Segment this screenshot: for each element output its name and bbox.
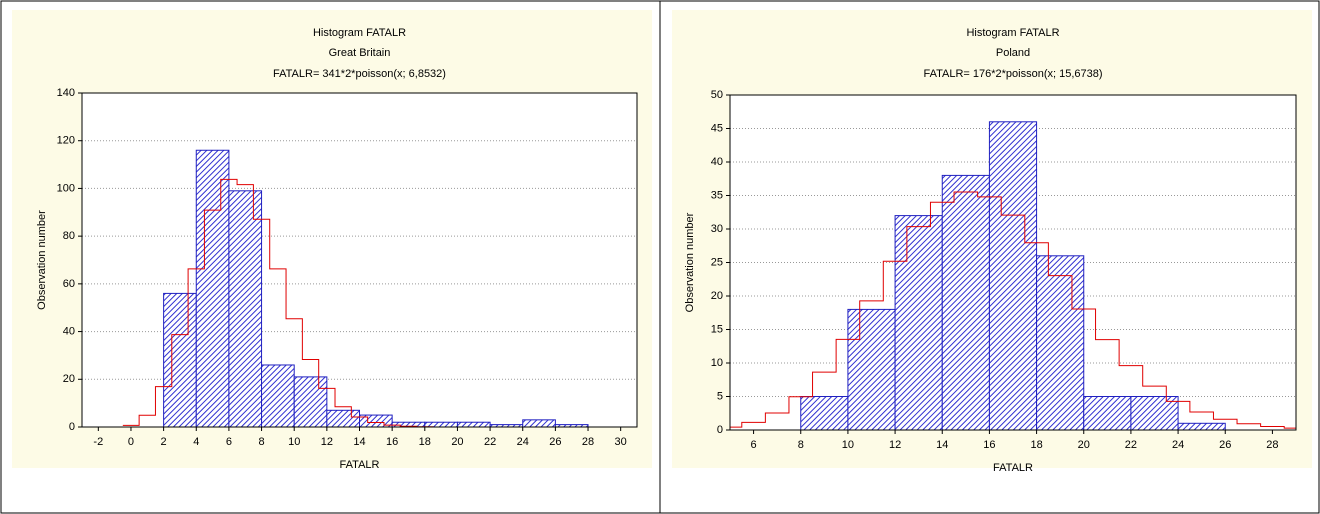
y-axis-label: Observation number [684,212,696,312]
x-tick-label: 28 [1266,439,1278,451]
y-tick-label: 60 [63,278,75,290]
x-tick-label: 0 [128,436,134,448]
x-tick-label: 12 [321,436,333,448]
y-tick-label: 20 [711,290,723,302]
bar [1036,255,1085,431]
plot-border [81,92,638,428]
bar [988,121,1038,431]
bar [522,419,556,428]
x-tick-label: 28 [582,436,594,448]
x-tick-label: 8 [258,436,264,448]
y-tick-label: 35 [711,189,723,201]
y-tick-label: 45 [711,122,723,134]
y-tick-label: 25 [711,256,723,268]
x-tick-label: 24 [1172,439,1184,451]
bar [228,190,263,428]
y-tick-label: 15 [711,323,723,335]
bar [261,364,295,428]
x-tick-label: 16 [386,436,398,448]
x-tick-label: 18 [419,436,431,448]
x-tick-label: 22 [484,436,496,448]
x-tick-label: 6 [226,436,232,448]
annotation: FATALR= 341*2*poisson(x; 6,8532) [273,68,446,80]
x-tick-label: 10 [842,439,854,451]
chart-subtitle: Poland [996,47,1030,59]
x-tick-label: 14 [353,436,365,448]
x-tick-label: 22 [1125,439,1137,451]
x-tick-label: 10 [288,436,300,448]
bar [1083,396,1132,431]
x-tick-label: 12 [889,439,901,451]
bar [1130,396,1179,431]
bar [195,149,230,428]
x-tick-label: 2 [161,436,167,448]
x-tick-label: 16 [983,439,995,451]
bar [456,421,491,428]
x-tick-label: 14 [936,439,948,451]
fit-line [730,191,1296,429]
y-tick-label: 30 [711,223,723,235]
annotation: FATALR= 176*2*poisson(x; 15,6738) [923,68,1102,80]
plot-border [729,94,1297,431]
bar [163,292,197,428]
y-tick-label: 120 [57,135,75,147]
y-tick-label: 40 [63,325,75,337]
bar [800,396,849,431]
bar [1177,422,1226,431]
x-tick-label: 4 [193,436,199,448]
y-tick-label: 0 [69,421,75,433]
bar [326,409,360,428]
bar [847,308,896,431]
bar [941,174,990,431]
x-tick-label: 6 [751,439,757,451]
y-tick-label: 50 [711,89,723,101]
x-tick-label: 18 [1030,439,1042,451]
chart-subtitle: Great Britain [329,47,391,59]
y-tick-label: 80 [63,230,75,242]
y-tick-label: 0 [717,424,723,436]
y-tick-label: 140 [57,87,75,99]
chart-title: Histogram FATALR [313,27,406,39]
y-axis-label: Observation number [36,210,48,310]
y-tick-label: 40 [711,156,723,168]
x-tick-label: 20 [1078,439,1090,451]
x-tick-label: 8 [798,439,804,451]
bar [894,215,943,431]
y-tick-label: 10 [711,357,723,369]
y-tick-label: 5 [717,390,723,402]
x-tick-label: 26 [1219,439,1231,451]
x-tick-label: 24 [517,436,529,448]
x-axis-label: FATALR [340,459,380,471]
y-tick-label: 20 [63,373,75,385]
y-tick-label: 100 [57,182,75,194]
x-axis-label: FATALR [993,462,1033,474]
x-tick-label: 30 [615,436,627,448]
x-tick-label: -2 [93,436,103,448]
chart-title: Histogram FATALR [966,27,1059,39]
x-tick-label: 20 [451,436,463,448]
x-tick-label: 26 [549,436,561,448]
bar [293,376,328,428]
